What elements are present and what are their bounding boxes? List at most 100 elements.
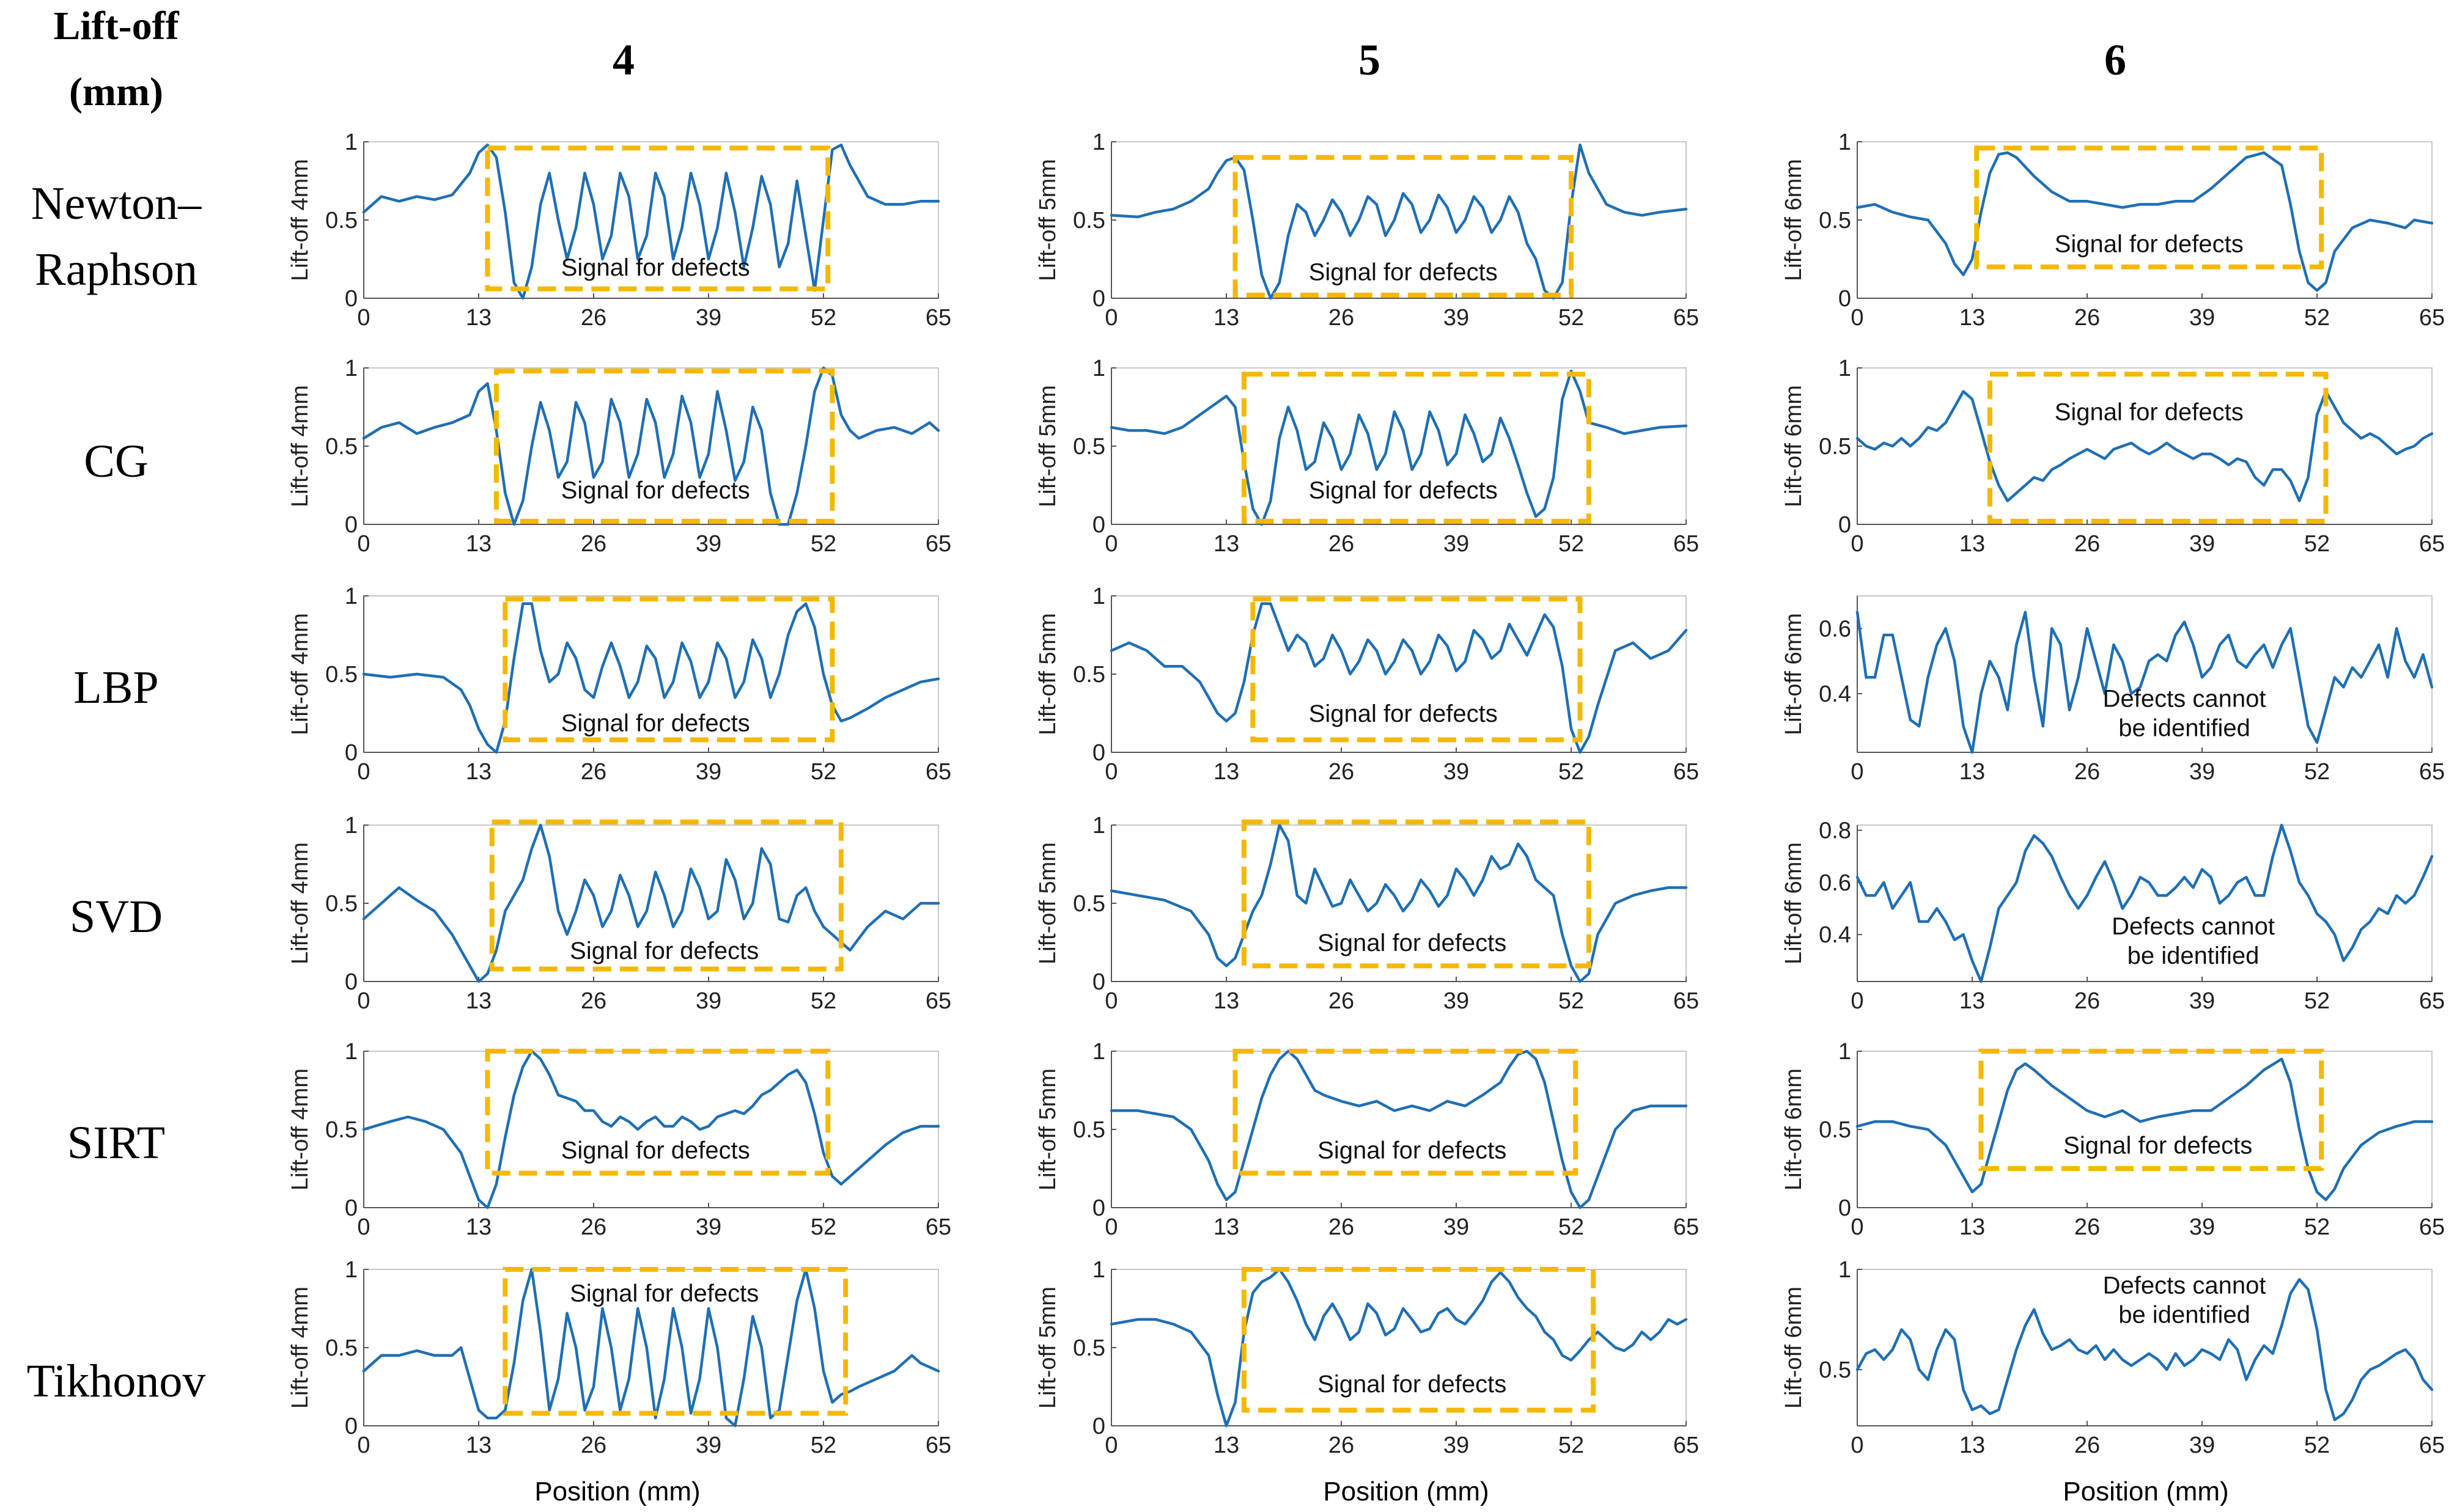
x-tick-label: 39 [696,1433,721,1458]
x-tick-label: 39 [696,759,721,785]
x-tick-label: 26 [1328,1214,1354,1240]
x-tick-label: 65 [2419,759,2445,785]
x-tick-label: 52 [1558,1433,1584,1458]
defect-box [1987,372,2329,524]
defect-box [1241,819,1591,969]
x-tick-label: 65 [1673,1214,1699,1240]
x-tick-label: 39 [1443,1214,1469,1240]
x-tick-label: 0 [1105,988,1118,1014]
panel-sirt-6mm: 0 13 26 39 52 65 0 0.5 1 Lift-off 6mm Signal for d… [1781,1039,2445,1240]
plot-frame [1857,141,2433,299]
x-tick-label: 13 [1214,1433,1239,1458]
x-tick-label: 26 [581,531,606,557]
x-tick-label: 52 [811,759,836,785]
y-tick-label: 0.5 [325,891,358,917]
x-tick-label: 52 [1558,1214,1584,1240]
series-line [1855,823,2434,983]
x-tick-label: 65 [926,531,951,557]
x-tick-label: 0 [1105,531,1118,557]
y-tick-label: 0.5 [1819,1117,1851,1143]
x-tick-label: 0 [1851,988,1863,1014]
x-tick-label: 0 [357,531,370,557]
x-tick-label: 39 [2189,759,2215,785]
x-tick-label: 0 [357,305,370,331]
x-tick-label: 0 [357,988,370,1014]
x-tick-label: 39 [2189,1433,2215,1458]
y-tick-label: 0 [345,286,358,312]
plot-frame [1111,1051,1687,1208]
defect-box-label: Signal for defects [1317,1371,1506,1398]
x-tick-label: 13 [1959,1433,1985,1458]
panel-newton-raphson-4mm: 0 13 26 39 52 65 0 0.5 1 Lift-off 4mm Signal for d… [287,130,951,331]
x-tick-label: 0 [1105,305,1118,331]
y-tick-label: 0.5 [325,1117,358,1143]
y-tick-label: 0 [1092,512,1105,538]
y-tick-label: 1 [1092,1039,1105,1065]
y-tick-label: 0 [1092,1195,1105,1221]
x-tick-label: 52 [2304,1433,2330,1458]
row-label-newton-raphson-part2: Raphson [35,244,197,295]
series-line [1110,1049,1688,1209]
y-tick-label: 0 [1838,286,1851,312]
x-tick-label: 26 [2074,531,2100,557]
y-tick-label: 0.5 [325,1335,358,1361]
y-axis-label: Lift-off 5mm [1035,842,1061,964]
y-axis-label: Lift-off 6mm [1781,613,1807,735]
column-header-6: 6 [2104,35,2126,84]
defect-box [493,369,835,524]
x-tick-label: 13 [1959,531,1985,557]
x-tick-label: 26 [1328,305,1354,331]
x-tick-label: 13 [1214,988,1239,1014]
y-tick-label: 0.6 [1819,870,1851,896]
defect-box [1241,372,1591,524]
x-tick-label: 13 [1959,1214,1985,1240]
x-tick-label: 39 [696,531,721,557]
y-axis-label: Lift-off 4mm [287,613,313,735]
x-tick-label: 52 [811,305,836,331]
y-tick-label: 1 [1092,130,1105,155]
series-line [1855,390,2434,502]
y-tick-label: 0 [345,1414,358,1439]
annotation-line-1: Defects cannot [2103,1272,2266,1299]
x-tick-label: 65 [1673,305,1699,331]
plot-frame [363,1051,939,1208]
y-tick-label: 0 [345,740,358,766]
defect-box-label: Signal for defects [1317,1137,1506,1164]
panel-lbp-5mm: 0 13 26 39 52 65 0 0.5 1 Lift-off 5mm Signal for d… [1035,584,1699,785]
series-line [1110,602,1688,754]
defect-box [503,596,835,743]
y-tick-label: 0 [1838,512,1851,538]
series-line [1855,611,2434,754]
y-axis-label: Lift-off 4mm [287,1068,313,1191]
defect-box-label: Signal for defects [570,938,759,964]
defect-box-label: Signal for defects [2063,1132,2252,1159]
series-line [362,1049,940,1209]
x-tick-label: 13 [1214,531,1239,557]
x-tick-label: 65 [926,988,951,1014]
defect-box-label: Signal for defects [561,254,750,281]
x-tick-label: 52 [1558,759,1584,785]
row-label-cg: CG [84,436,149,487]
x-tick-label: 26 [2074,1433,2100,1458]
x-tick-label: 39 [696,305,721,331]
defect-box [1232,1049,1578,1176]
x-tick-label: 13 [466,988,492,1014]
series-line [1855,151,2434,292]
y-tick-label: 1 [1092,813,1105,839]
panel-sirt-5mm: 0 13 26 39 52 65 0 0.5 1 Lift-off 5mm Signal for d… [1035,1039,1699,1240]
x-tick-label: 65 [926,759,951,785]
y-axis-label: Lift-off 4mm [287,159,313,281]
x-tick-label: 0 [1105,759,1118,785]
y-tick-label: 1 [345,1257,358,1283]
x-tick-label: 26 [581,1433,606,1458]
plot-frame [363,595,939,753]
x-tick-label: 65 [2419,305,2445,331]
x-tick-label: 39 [696,988,721,1014]
plot-frame [363,367,939,525]
defect-box-label: Signal for defects [570,1280,759,1307]
y-tick-label: 0 [1092,286,1105,312]
x-tick-label: 65 [926,1433,951,1458]
panel-newton-raphson-6mm: 0 13 26 39 52 65 0 0.5 1 Lift-off 6mm Signal for d… [1781,130,2445,331]
x-tick-label: 65 [926,305,951,331]
